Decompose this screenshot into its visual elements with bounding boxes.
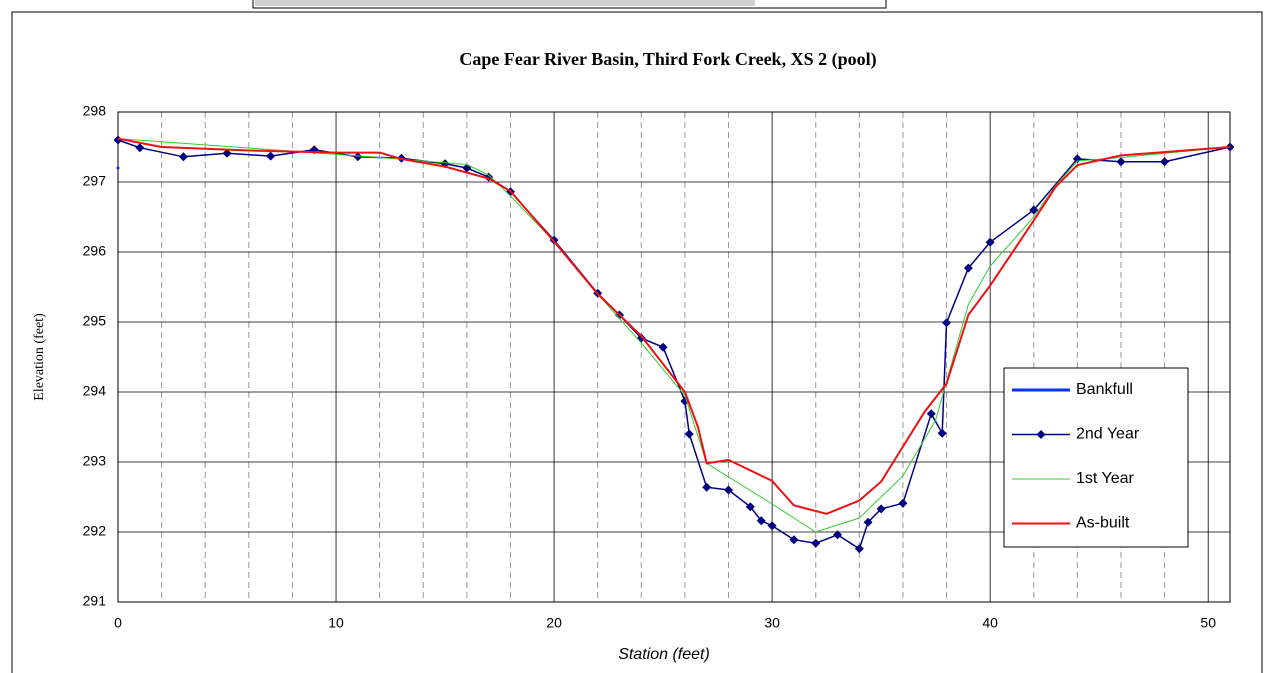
point xyxy=(854,544,864,554)
y-tick-label: 293 xyxy=(83,453,107,469)
point xyxy=(745,502,755,512)
point xyxy=(863,517,873,527)
x-axis-label: Station (feet) xyxy=(618,646,710,663)
point xyxy=(898,498,908,508)
y-tick-label: 294 xyxy=(83,383,107,399)
point xyxy=(926,409,936,419)
y-axis-label: Elevation (feet) xyxy=(32,313,47,401)
y-tick-label: 297 xyxy=(83,173,107,189)
point xyxy=(789,535,799,545)
point xyxy=(702,482,712,492)
point xyxy=(684,429,694,439)
point xyxy=(937,428,947,438)
chart-frame xyxy=(11,11,1263,673)
point xyxy=(756,516,766,526)
point xyxy=(985,237,995,247)
legend-label: 2nd Year xyxy=(1076,426,1140,443)
point xyxy=(942,318,952,328)
series xyxy=(117,138,1231,533)
series-line xyxy=(117,137,1231,515)
plot-border xyxy=(117,111,1231,603)
series xyxy=(116,166,120,170)
x-tick-label: 20 xyxy=(546,615,562,631)
y-tick-label: 298 xyxy=(83,103,107,119)
legend-label: As-built xyxy=(1076,515,1130,532)
point xyxy=(1029,205,1039,215)
point xyxy=(963,263,973,273)
point xyxy=(353,152,363,162)
point xyxy=(266,151,276,161)
x-tick-label: 50 xyxy=(1200,615,1216,631)
point xyxy=(178,152,188,162)
x-tick-label: 10 xyxy=(328,615,344,631)
x-tick-label: 0 xyxy=(114,615,122,631)
legend-box xyxy=(1003,367,1189,548)
point xyxy=(833,530,843,540)
point xyxy=(767,521,777,531)
legend-label: Bankfull xyxy=(1076,381,1133,398)
header-cell-fill xyxy=(255,0,755,6)
y-tick-label: 292 xyxy=(83,523,107,539)
chart-title: Cape Fear River Basin, Third Fork Creek,… xyxy=(459,49,876,70)
point xyxy=(1116,157,1126,167)
series-line xyxy=(117,138,1231,533)
point xyxy=(724,485,734,495)
point xyxy=(116,166,120,170)
legend-label: 1st Year xyxy=(1076,470,1135,487)
point xyxy=(658,342,668,352)
x-tick-label: 30 xyxy=(764,615,780,631)
series xyxy=(117,137,1231,515)
point xyxy=(222,148,232,158)
point xyxy=(1160,157,1170,167)
legend-marker xyxy=(1036,430,1046,439)
point xyxy=(114,135,123,145)
x-tick-label: 40 xyxy=(982,615,998,631)
point xyxy=(876,504,886,514)
y-tick-label: 291 xyxy=(83,593,107,609)
point xyxy=(135,143,145,153)
y-tick-label: 296 xyxy=(83,243,107,259)
y-tick-label: 295 xyxy=(83,313,107,329)
point xyxy=(811,538,821,548)
